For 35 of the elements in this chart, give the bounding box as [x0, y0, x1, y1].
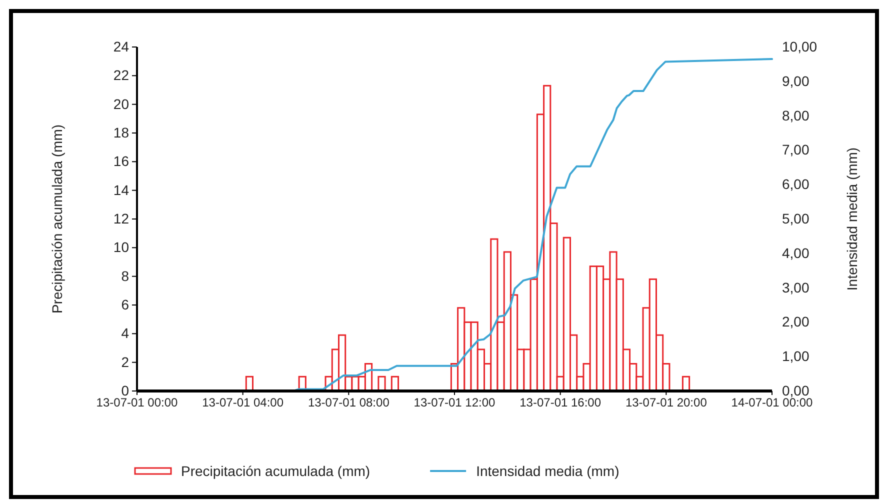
- y2-tick-label: 6,00: [782, 176, 810, 192]
- y-tick-label: 24: [113, 38, 130, 54]
- y2-tick-label: 7,00: [782, 142, 810, 158]
- y2-tick-label: 3,00: [782, 279, 810, 296]
- x-tick-label: 14-07-01 00:00: [731, 396, 814, 410]
- y-tick-label: 6: [121, 296, 130, 312]
- y-tick-label: 18: [113, 124, 130, 140]
- y2-tick-label: 2,00: [782, 314, 810, 330]
- y-tick-label: 22: [113, 67, 130, 84]
- y2-tick-label: 9,00: [782, 72, 810, 89]
- y2-tick-label: 1,00: [782, 348, 810, 364]
- y-tick-label: 10: [113, 239, 130, 256]
- x-tick-label: 13-07-01 08:00: [308, 396, 390, 410]
- y-tick-label: 4: [121, 325, 130, 342]
- x-tick-label: 13-07-01 04:00: [202, 396, 284, 410]
- y-tick-label: 20: [113, 96, 130, 112]
- y2-tick-label: 10,00: [782, 38, 818, 54]
- x-tick-label: 13-07-01 16:00: [520, 396, 602, 410]
- y-tick-label: 12: [113, 210, 130, 226]
- y2-axis-title: Intensidad media (mm): [844, 147, 860, 291]
- x-tick-label: 13-07-01 00:00: [96, 396, 178, 410]
- y2-tick-label: 0,00: [782, 382, 810, 398]
- legend-label: Intensidad media (mm): [476, 463, 620, 479]
- y2-tick-label: 5,00: [782, 210, 810, 226]
- x-tick-label: 13-07-01 12:00: [414, 396, 496, 410]
- y-tick-label: 2: [121, 354, 130, 370]
- y2-tick-label: 8,00: [782, 107, 810, 124]
- y-tick-label: 0: [121, 382, 130, 398]
- y-tick-label: 14: [113, 182, 130, 198]
- y-tick-label: 16: [113, 153, 130, 170]
- y-tick-label: 8: [121, 268, 130, 284]
- x-tick-label: 13-07-01 20:00: [625, 396, 708, 410]
- y2-tick-label: 4,00: [782, 244, 810, 261]
- legend-label: Precipitación acumulada (mm): [181, 463, 370, 479]
- y-axis-title: Precipitación acumulada (mm): [49, 124, 65, 314]
